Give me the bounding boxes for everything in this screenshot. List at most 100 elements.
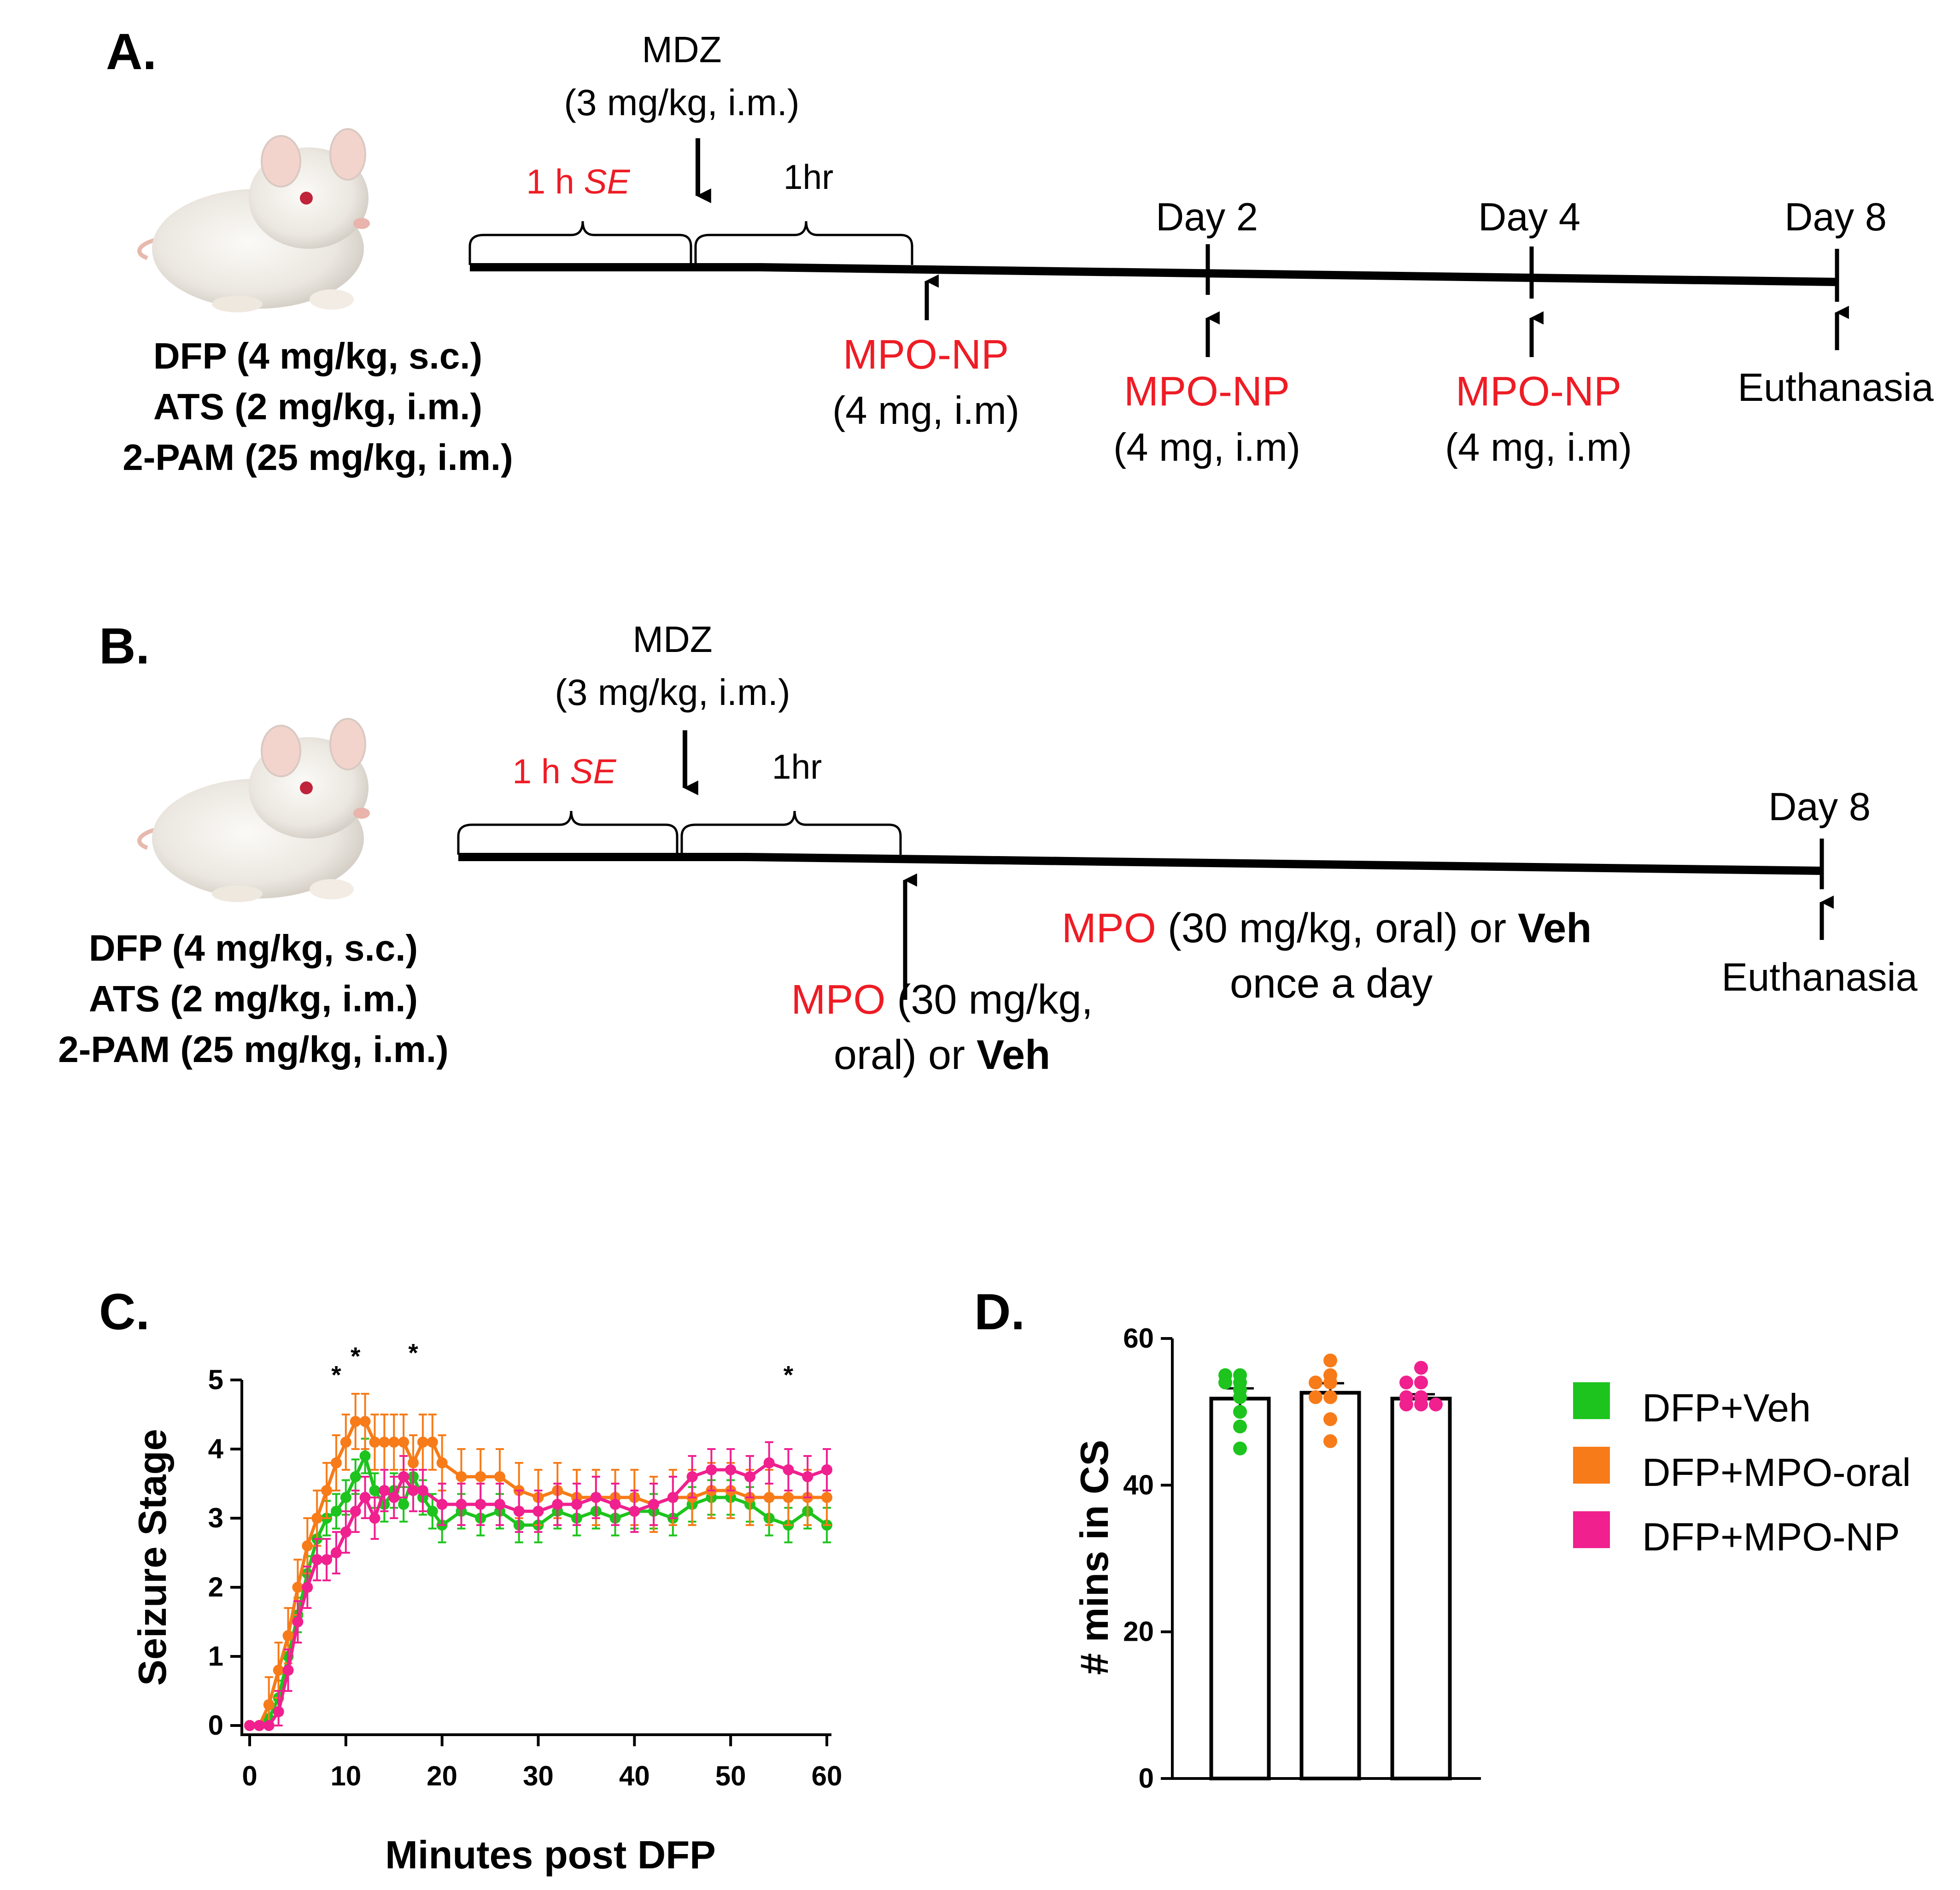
- c-point: [350, 1416, 361, 1427]
- c-point: [350, 1506, 361, 1517]
- d-data-point: [1323, 1434, 1337, 1448]
- mpo-first-dose: MPO (30 mg/kg,: [791, 977, 1093, 1023]
- c-point: [821, 1492, 832, 1503]
- treatment-line-3: 2-PAM (25 mg/kg, i.m.): [123, 437, 513, 478]
- d-y-tick-label: 40: [1123, 1469, 1154, 1500]
- c-point: [629, 1506, 640, 1517]
- c-point: [350, 1471, 361, 1482]
- c-point: [427, 1437, 438, 1448]
- c-point: [273, 1665, 284, 1676]
- panel-b: B. DFP (4 mg/kg, s.c.) ATS (2 mg/kg, i.m…: [58, 618, 1918, 1078]
- c-series-1: [244, 1393, 832, 1731]
- c-x-tick-label: 10: [330, 1761, 361, 1791]
- day4-label: Day 4: [1478, 195, 1580, 239]
- c-point: [436, 1499, 448, 1510]
- c-series-2: [244, 1441, 832, 1731]
- d-y-label: # mins in CS: [1073, 1440, 1117, 1675]
- c-point: [263, 1720, 275, 1731]
- c-point: [571, 1499, 583, 1510]
- c-point: [609, 1499, 621, 1510]
- mdz-dose: (3 mg/kg, i.m.): [564, 82, 799, 123]
- c-line: [250, 1461, 828, 1727]
- c-y-tick-label: 5: [208, 1364, 223, 1395]
- c-point: [408, 1457, 419, 1468]
- c-point: [648, 1499, 660, 1510]
- c-series-layer: [244, 1393, 832, 1731]
- c-point: [417, 1485, 428, 1496]
- rat-illustration-b: [137, 718, 370, 902]
- panel-d: D. 0 20 40 60 # mins in CS: [974, 1284, 1481, 1794]
- d-bar: [1299, 1391, 1361, 1781]
- d-data-point: [1233, 1390, 1247, 1404]
- d-data-point: [1323, 1353, 1337, 1368]
- c-x-label: Minutes post DFP: [385, 1833, 716, 1877]
- day8-label: Day 8: [1784, 195, 1887, 239]
- d-data-point: [1429, 1397, 1443, 1412]
- c-point: [725, 1464, 737, 1475]
- c-significance-star: *: [331, 1361, 341, 1389]
- d-y-tick-label: 60: [1123, 1323, 1154, 1354]
- c-point: [302, 1582, 313, 1593]
- c-point: [311, 1554, 323, 1565]
- d-data-point: [1309, 1390, 1322, 1404]
- d-axis-ticks: 0 20 40 60: [1123, 1323, 1172, 1794]
- d-data-point: [1414, 1361, 1428, 1375]
- c-point: [321, 1554, 333, 1565]
- d-data-point: [1323, 1412, 1337, 1426]
- treatment-line-1-b: DFP (4 mg/kg, s.c.): [89, 927, 418, 968]
- treatment-line-3-b: 2-PAM (25 mg/kg, i.m.): [58, 1029, 449, 1070]
- brace-se: [468, 221, 692, 265]
- d-data-point: [1323, 1390, 1337, 1404]
- d-y-tick-label: 20: [1123, 1616, 1154, 1647]
- c-point: [292, 1616, 304, 1627]
- c-point: [475, 1499, 486, 1510]
- c-x-tick-label: 0: [242, 1761, 257, 1791]
- mpo-daily-dose: MPO (30 mg/kg, oral) or Veh: [1062, 905, 1591, 951]
- euthanasia-label-a: Euthanasia: [1738, 366, 1934, 410]
- c-point: [475, 1471, 486, 1482]
- c-point: [398, 1499, 410, 1510]
- c-point: [340, 1492, 351, 1503]
- c-y-tick-label: 1: [208, 1641, 223, 1672]
- c-x-tick-label: 50: [715, 1761, 746, 1791]
- c-point: [359, 1450, 371, 1462]
- d-data-point: [1233, 1420, 1247, 1433]
- d-data-point: [1323, 1375, 1337, 1390]
- c-point: [330, 1457, 342, 1468]
- c-point: [282, 1630, 294, 1641]
- c-y-label: Seizure Stage: [131, 1429, 175, 1685]
- c-significance: * * * *: [331, 1338, 794, 1389]
- c-point: [292, 1582, 304, 1593]
- c-point: [744, 1471, 755, 1482]
- rat-illustration-a: [137, 128, 370, 312]
- brace-se-b: [457, 810, 679, 855]
- c-x-tick-label: 40: [619, 1761, 650, 1791]
- c-point: [388, 1437, 400, 1448]
- panel-a-label: A.: [106, 23, 157, 80]
- c-x-tick-label: 60: [812, 1761, 843, 1791]
- c-point: [369, 1513, 380, 1524]
- treatment-line-2: ATS (2 mg/kg, i.m.): [153, 386, 482, 427]
- panel-c: C. 0 10 20 30 40 50 60 0 1 2 3 4 5 * * * * Minutes post…: [99, 1284, 842, 1877]
- c-point: [340, 1526, 351, 1538]
- d-bar: [1390, 1397, 1452, 1780]
- brace-hr: [694, 221, 913, 265]
- c-point: [321, 1485, 333, 1496]
- c-point: [456, 1499, 467, 1510]
- d-data-point: [1309, 1375, 1322, 1390]
- c-axis-ticks: 0 10 20 30 40 50 60 0 1 2 3 4 5: [208, 1364, 843, 1791]
- treatment-line-1: DFP (4 mg/kg, s.c.): [153, 335, 482, 376]
- c-point: [330, 1506, 342, 1517]
- d-data-point: [1414, 1397, 1428, 1412]
- c-point: [273, 1706, 284, 1717]
- c-point: [456, 1471, 467, 1482]
- hr-label-b: 1hr: [772, 747, 822, 786]
- c-significance-star: *: [784, 1361, 794, 1389]
- c-point: [369, 1437, 380, 1448]
- d-y-tick-label: 0: [1139, 1763, 1154, 1794]
- d-data-point: [1414, 1375, 1428, 1390]
- c-x-tick-label: 30: [523, 1761, 554, 1791]
- c-point: [379, 1437, 390, 1448]
- legend-swatch-np: [1573, 1511, 1610, 1548]
